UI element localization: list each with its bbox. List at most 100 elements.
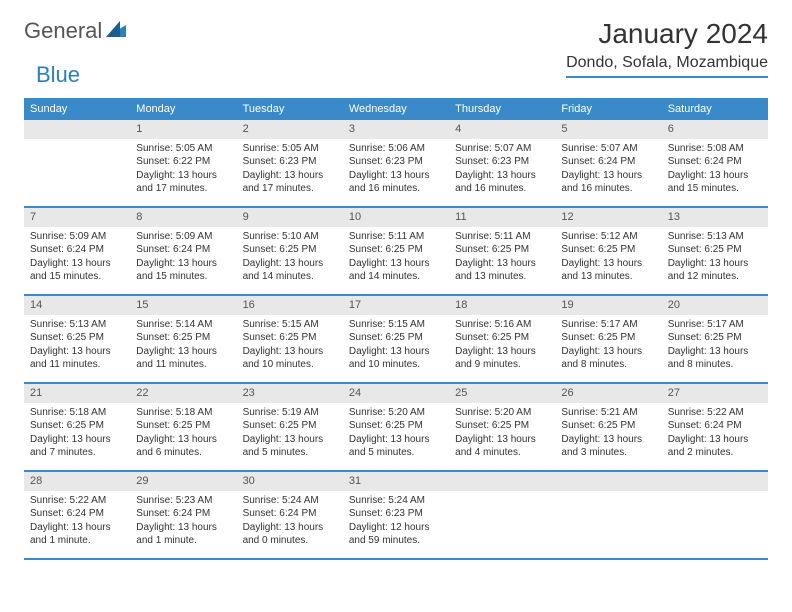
- day-daylight2: and 3 minutes.: [561, 446, 655, 460]
- day-sunrise: Sunrise: 5:15 AM: [243, 318, 337, 332]
- day-daylight2: and 14 minutes.: [349, 270, 443, 284]
- day-daylight2: and 8 minutes.: [668, 358, 762, 372]
- day-body: [555, 491, 661, 551]
- dow-tuesday: Tuesday: [237, 98, 343, 120]
- day-daylight2: and 2 minutes.: [668, 446, 762, 460]
- day-cell: 4Sunrise: 5:07 AMSunset: 6:23 PMDaylight…: [449, 120, 555, 206]
- day-daylight2: and 11 minutes.: [30, 358, 124, 372]
- day-body: Sunrise: 5:18 AMSunset: 6:25 PMDaylight:…: [130, 403, 236, 464]
- day-body: Sunrise: 5:21 AMSunset: 6:25 PMDaylight:…: [555, 403, 661, 464]
- day-daylight2: and 5 minutes.: [243, 446, 337, 460]
- day-sunset: Sunset: 6:23 PM: [455, 155, 549, 169]
- logo: General: [24, 18, 128, 44]
- day-number: 9: [237, 208, 343, 227]
- day-daylight2: and 12 minutes.: [668, 270, 762, 284]
- calendar: Sunday Monday Tuesday Wednesday Thursday…: [24, 98, 768, 560]
- day-daylight1: Daylight: 13 hours: [349, 257, 443, 271]
- day-body: Sunrise: 5:15 AMSunset: 6:25 PMDaylight:…: [237, 315, 343, 376]
- day-daylight1: Daylight: 13 hours: [455, 433, 549, 447]
- day-daylight1: Daylight: 13 hours: [30, 257, 124, 271]
- day-number: 16: [237, 296, 343, 315]
- day-body: Sunrise: 5:09 AMSunset: 6:24 PMDaylight:…: [24, 227, 130, 288]
- day-daylight2: and 15 minutes.: [668, 182, 762, 196]
- day-sunrise: Sunrise: 5:05 AM: [243, 142, 337, 156]
- day-daylight1: Daylight: 13 hours: [136, 433, 230, 447]
- day-sunset: Sunset: 6:25 PM: [349, 331, 443, 345]
- day-sunrise: Sunrise: 5:20 AM: [455, 406, 549, 420]
- week-row: 21Sunrise: 5:18 AMSunset: 6:25 PMDayligh…: [24, 384, 768, 472]
- day-number: 17: [343, 296, 449, 315]
- day-daylight1: Daylight: 13 hours: [561, 345, 655, 359]
- day-sunset: Sunset: 6:24 PM: [30, 243, 124, 257]
- day-number: 28: [24, 472, 130, 491]
- day-number: [449, 472, 555, 491]
- day-daylight2: and 13 minutes.: [561, 270, 655, 284]
- day-cell: 31Sunrise: 5:24 AMSunset: 6:23 PMDayligh…: [343, 472, 449, 558]
- day-body: Sunrise: 5:16 AMSunset: 6:25 PMDaylight:…: [449, 315, 555, 376]
- day-sunrise: Sunrise: 5:23 AM: [136, 494, 230, 508]
- day-sunset: Sunset: 6:25 PM: [30, 419, 124, 433]
- day-number: 27: [662, 384, 768, 403]
- day-cell: 22Sunrise: 5:18 AMSunset: 6:25 PMDayligh…: [130, 384, 236, 470]
- day-daylight2: and 10 minutes.: [349, 358, 443, 372]
- day-body: Sunrise: 5:24 AMSunset: 6:24 PMDaylight:…: [237, 491, 343, 552]
- day-body: Sunrise: 5:07 AMSunset: 6:24 PMDaylight:…: [555, 139, 661, 200]
- day-cell: 13Sunrise: 5:13 AMSunset: 6:25 PMDayligh…: [662, 208, 768, 294]
- day-daylight2: and 16 minutes.: [349, 182, 443, 196]
- day-sunset: Sunset: 6:24 PM: [668, 155, 762, 169]
- day-cell: 12Sunrise: 5:12 AMSunset: 6:25 PMDayligh…: [555, 208, 661, 294]
- day-number: 8: [130, 208, 236, 227]
- day-cell: 3Sunrise: 5:06 AMSunset: 6:23 PMDaylight…: [343, 120, 449, 206]
- day-cell: [662, 472, 768, 558]
- day-sunrise: Sunrise: 5:17 AM: [668, 318, 762, 332]
- day-daylight1: Daylight: 13 hours: [30, 521, 124, 535]
- day-daylight1: Daylight: 12 hours: [349, 521, 443, 535]
- day-number: 26: [555, 384, 661, 403]
- day-body: [662, 491, 768, 551]
- day-sunset: Sunset: 6:23 PM: [243, 155, 337, 169]
- day-number: 11: [449, 208, 555, 227]
- day-number: 30: [237, 472, 343, 491]
- day-sunrise: Sunrise: 5:08 AM: [668, 142, 762, 156]
- day-cell: 18Sunrise: 5:16 AMSunset: 6:25 PMDayligh…: [449, 296, 555, 382]
- day-sunrise: Sunrise: 5:11 AM: [349, 230, 443, 244]
- day-daylight1: Daylight: 13 hours: [561, 169, 655, 183]
- day-sunset: Sunset: 6:25 PM: [561, 419, 655, 433]
- day-sunset: Sunset: 6:24 PM: [668, 419, 762, 433]
- day-cell: 7Sunrise: 5:09 AMSunset: 6:24 PMDaylight…: [24, 208, 130, 294]
- week-row: 14Sunrise: 5:13 AMSunset: 6:25 PMDayligh…: [24, 296, 768, 384]
- day-sunrise: Sunrise: 5:13 AM: [668, 230, 762, 244]
- dow-monday: Monday: [130, 98, 236, 120]
- day-daylight1: Daylight: 13 hours: [455, 169, 549, 183]
- day-number: [662, 472, 768, 491]
- day-cell: 10Sunrise: 5:11 AMSunset: 6:25 PMDayligh…: [343, 208, 449, 294]
- dow-thursday: Thursday: [449, 98, 555, 120]
- day-body: Sunrise: 5:22 AMSunset: 6:24 PMDaylight:…: [662, 403, 768, 464]
- day-daylight2: and 13 minutes.: [455, 270, 549, 284]
- week-row: 7Sunrise: 5:09 AMSunset: 6:24 PMDaylight…: [24, 208, 768, 296]
- day-number: 7: [24, 208, 130, 227]
- day-daylight1: Daylight: 13 hours: [455, 345, 549, 359]
- day-number: 4: [449, 120, 555, 139]
- day-body: Sunrise: 5:17 AMSunset: 6:25 PMDaylight:…: [662, 315, 768, 376]
- day-sunrise: Sunrise: 5:12 AM: [561, 230, 655, 244]
- month-title: January 2024: [566, 18, 768, 50]
- day-daylight1: Daylight: 13 hours: [349, 345, 443, 359]
- day-cell: [555, 472, 661, 558]
- day-sunrise: Sunrise: 5:11 AM: [455, 230, 549, 244]
- day-daylight2: and 0 minutes.: [243, 534, 337, 548]
- day-daylight1: Daylight: 13 hours: [349, 169, 443, 183]
- day-body: Sunrise: 5:24 AMSunset: 6:23 PMDaylight:…: [343, 491, 449, 552]
- day-cell: 2Sunrise: 5:05 AMSunset: 6:23 PMDaylight…: [237, 120, 343, 206]
- day-cell: 8Sunrise: 5:09 AMSunset: 6:24 PMDaylight…: [130, 208, 236, 294]
- day-cell: 19Sunrise: 5:17 AMSunset: 6:25 PMDayligh…: [555, 296, 661, 382]
- day-cell: 14Sunrise: 5:13 AMSunset: 6:25 PMDayligh…: [24, 296, 130, 382]
- day-sunrise: Sunrise: 5:07 AM: [561, 142, 655, 156]
- day-number: 2: [237, 120, 343, 139]
- day-body: Sunrise: 5:05 AMSunset: 6:22 PMDaylight:…: [130, 139, 236, 200]
- day-number: 5: [555, 120, 661, 139]
- day-sunrise: Sunrise: 5:16 AM: [455, 318, 549, 332]
- day-daylight1: Daylight: 13 hours: [243, 345, 337, 359]
- day-number: 6: [662, 120, 768, 139]
- day-cell: 17Sunrise: 5:15 AMSunset: 6:25 PMDayligh…: [343, 296, 449, 382]
